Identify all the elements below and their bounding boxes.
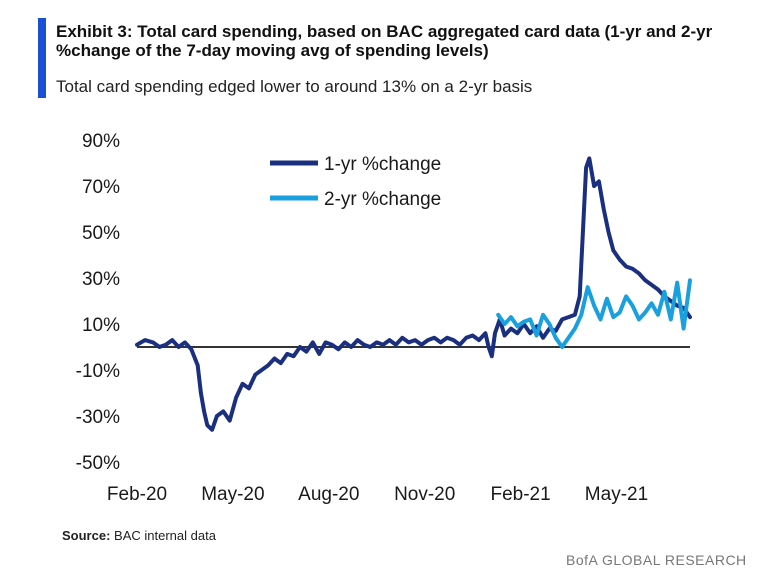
x-tick-label: Nov-20 <box>394 484 455 505</box>
chart-title: Exhibit 3: Total card spending, based on… <box>56 22 713 60</box>
y-tick-label: -30% <box>76 407 120 428</box>
brand-label: BofA GLOBAL RESEARCH <box>566 552 747 568</box>
y-axis-ticks: 90% 70% 50% 30% 10% -10% -30% -50% <box>76 131 120 474</box>
x-axis-ticks: Feb-20 May-20 Aug-20 Nov-20 Feb-21 May-21 <box>107 484 648 505</box>
y-tick-label: 70% <box>82 177 120 198</box>
x-tick-label: May-20 <box>201 484 264 505</box>
y-tick-label: -10% <box>76 361 120 382</box>
y-tick-label: 90% <box>82 131 120 152</box>
chart-subtitle: Total card spending edged lower to aroun… <box>56 77 533 96</box>
x-tick-label: Feb-21 <box>490 484 550 505</box>
source-label: Source: <box>62 528 111 543</box>
source-note: Source: BAC internal data <box>62 528 216 543</box>
x-tick-label: Feb-20 <box>107 484 167 505</box>
accent-bar <box>38 18 46 98</box>
y-tick-label: 10% <box>82 315 120 336</box>
x-tick-label: Aug-20 <box>298 484 359 505</box>
series-group <box>135 156 692 432</box>
source-text: BAC internal data <box>114 528 216 543</box>
legend-item-1yr: 1-yr %change <box>324 154 441 175</box>
x-tick-label: May-21 <box>585 484 648 505</box>
y-tick-label: 30% <box>82 269 120 290</box>
series-line-2yr <box>496 278 692 349</box>
legend-item-2yr: 2-yr %change <box>324 189 441 210</box>
y-tick-label: 50% <box>82 223 120 244</box>
legend: 1-yr %change 2-yr %change <box>270 154 441 210</box>
y-tick-label: -50% <box>76 453 120 474</box>
series-line-1yr <box>135 156 692 432</box>
